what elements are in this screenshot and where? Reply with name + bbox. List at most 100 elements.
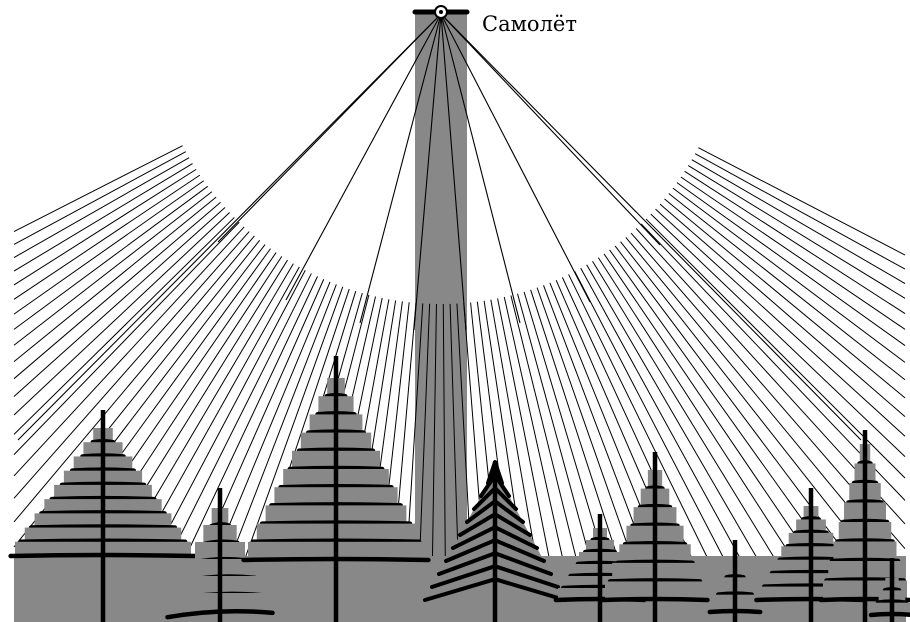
beam-ray bbox=[510, 295, 578, 561]
plane-center bbox=[439, 10, 443, 14]
beam-ray bbox=[214, 281, 331, 561]
beam-ray bbox=[440, 13, 467, 331]
beam-ray bbox=[151, 270, 306, 561]
beam-ray bbox=[668, 193, 906, 381]
tree bbox=[707, 540, 763, 622]
beam-ray bbox=[456, 303, 472, 561]
tree-branch bbox=[444, 538, 497, 563]
tree bbox=[165, 488, 275, 622]
nadir-beam bbox=[415, 12, 467, 582]
tree-branch bbox=[451, 525, 497, 550]
tree bbox=[754, 488, 868, 622]
tree-branch bbox=[493, 473, 511, 498]
beam-ray bbox=[13, 196, 217, 363]
tree-branch bbox=[458, 512, 497, 537]
beam-ray bbox=[530, 289, 619, 561]
beam-ray bbox=[536, 287, 634, 561]
beam-ray bbox=[13, 212, 230, 416]
beam-ray bbox=[13, 221, 240, 455]
beam-ray bbox=[13, 191, 213, 346]
tree bbox=[600, 452, 710, 622]
beam-ray bbox=[580, 267, 742, 561]
beam-ray bbox=[13, 217, 235, 435]
tree bbox=[868, 558, 910, 622]
beam-ray bbox=[523, 291, 605, 561]
beam-ray bbox=[543, 285, 648, 561]
beam-ray bbox=[490, 299, 537, 561]
tree-branch bbox=[493, 551, 553, 576]
tree-branch bbox=[493, 564, 560, 589]
plane-icon bbox=[412, 5, 470, 19]
beam-ray bbox=[13, 151, 187, 245]
tree-branch bbox=[465, 499, 497, 524]
beam-ray bbox=[431, 303, 437, 561]
beam-ray bbox=[13, 145, 183, 233]
beam-ray bbox=[17, 13, 442, 441]
beam-ray bbox=[406, 303, 424, 561]
beam-ray bbox=[13, 235, 255, 523]
beam-ray bbox=[672, 187, 906, 363]
beam-ray bbox=[243, 286, 344, 561]
beam-ray bbox=[688, 165, 906, 299]
beam-ray bbox=[449, 303, 459, 561]
beam-ray bbox=[592, 261, 777, 561]
beam-ray bbox=[13, 207, 226, 397]
beam-ray bbox=[13, 201, 221, 380]
beam-ray bbox=[680, 176, 906, 330]
beam-ray bbox=[440, 13, 521, 324]
beam-ray bbox=[442, 303, 446, 561]
beam-ray bbox=[609, 249, 832, 561]
beam-ray bbox=[13, 180, 205, 315]
tree-branch bbox=[430, 564, 497, 589]
beam-ray bbox=[664, 198, 906, 399]
beam-ray bbox=[440, 13, 591, 303]
beam-ray bbox=[694, 153, 906, 270]
tree bbox=[818, 430, 910, 622]
forest bbox=[8, 356, 910, 622]
beam-ray bbox=[13, 157, 190, 258]
tree-branch bbox=[479, 473, 497, 498]
beam-ray bbox=[655, 208, 906, 437]
beam-ray bbox=[13, 163, 193, 272]
beam-ray bbox=[659, 203, 906, 418]
tree-branch bbox=[493, 499, 525, 524]
beam-ray bbox=[13, 174, 201, 300]
tree-branch bbox=[437, 551, 497, 576]
beam-ray bbox=[285, 13, 442, 301]
beam-ray bbox=[684, 170, 906, 315]
plane-label: Самолёт bbox=[482, 12, 577, 36]
tree-branch bbox=[493, 538, 546, 563]
beam-ray bbox=[13, 168, 197, 286]
beam-ray bbox=[597, 257, 794, 561]
tree-branch bbox=[493, 486, 518, 511]
beam-ray bbox=[359, 13, 442, 324]
beam-ray bbox=[13, 226, 245, 477]
tree bbox=[241, 356, 431, 622]
beam-ray bbox=[568, 274, 709, 561]
tree-branch bbox=[493, 512, 532, 537]
tree-branch bbox=[472, 486, 497, 511]
beam-ray bbox=[650, 213, 906, 457]
beam-ray bbox=[676, 182, 906, 346]
tree bbox=[423, 460, 567, 622]
beam-ray bbox=[691, 159, 906, 284]
beam-ray bbox=[586, 264, 759, 561]
tree-branch bbox=[423, 577, 497, 602]
beam-ray bbox=[645, 218, 906, 479]
beam-ray bbox=[440, 13, 862, 441]
beam-ray bbox=[440, 13, 661, 246]
beam-ray bbox=[698, 147, 906, 256]
beam-ray bbox=[183, 276, 318, 561]
beam-ray bbox=[13, 185, 209, 330]
tree bbox=[8, 410, 198, 622]
beam-ray bbox=[503, 296, 564, 561]
vertical-beam-strip bbox=[415, 12, 467, 582]
beam-ray bbox=[229, 284, 337, 561]
beam-ray bbox=[167, 273, 312, 561]
beam-ray bbox=[419, 303, 431, 561]
beam-ray bbox=[517, 293, 591, 561]
beam-ray bbox=[603, 253, 813, 561]
tree-branch bbox=[493, 577, 567, 602]
beam-ray bbox=[13, 231, 250, 499]
